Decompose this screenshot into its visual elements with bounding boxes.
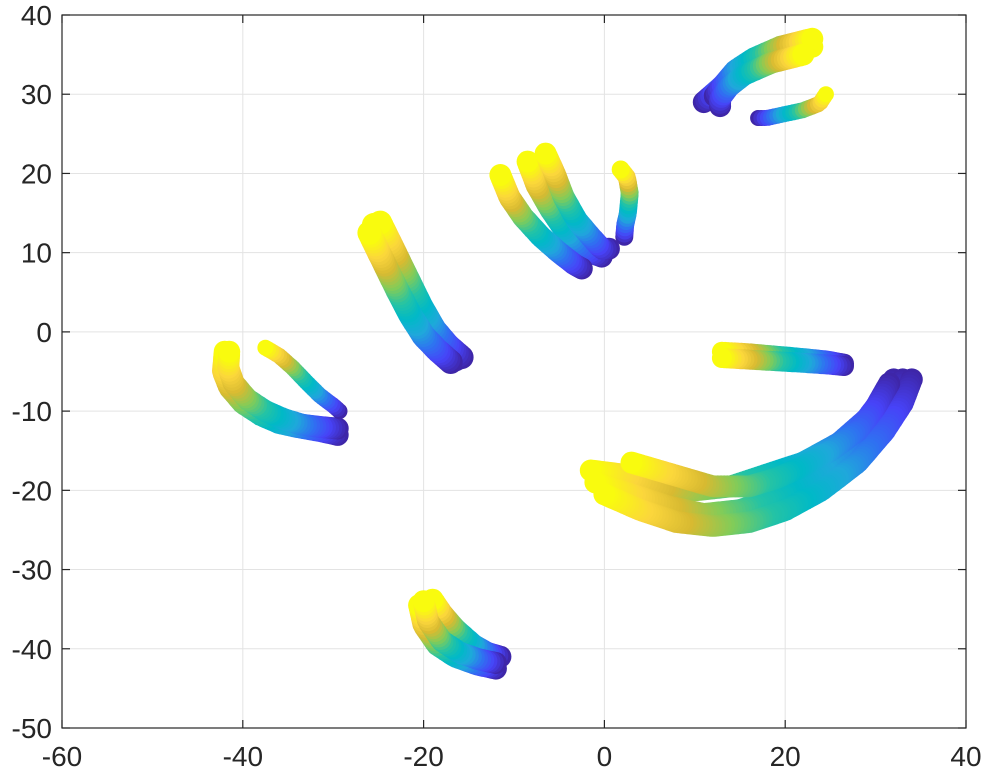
cluster-3 [489, 142, 620, 280]
y-tick-label: 0 [36, 317, 52, 348]
data-point [489, 164, 512, 186]
data-point [711, 348, 732, 368]
x-axis-ticks: -60 -40 -20 0 20 40 [42, 15, 982, 772]
y-tick-label: -50 [12, 713, 52, 744]
cluster-6 [750, 86, 834, 126]
y-tick-label: -20 [12, 475, 52, 506]
y-tick-label: 20 [21, 158, 52, 189]
plot-area [212, 27, 923, 680]
x-tick-label: -40 [223, 741, 263, 772]
y-tick-label: -10 [12, 396, 52, 427]
cluster-5 [692, 27, 824, 118]
y-tick-label: -30 [12, 555, 52, 586]
data-point [792, 43, 815, 66]
data-point [534, 142, 557, 165]
y-tick-label: 30 [21, 79, 52, 110]
data-point [593, 483, 616, 506]
data-point [620, 451, 643, 474]
cluster-4 [611, 160, 639, 246]
data-point [611, 160, 630, 179]
data-point [817, 86, 834, 103]
data-point [516, 150, 539, 173]
x-tick-label: -60 [42, 741, 82, 772]
data-point [257, 339, 274, 356]
cluster-1 [257, 339, 348, 420]
cluster-2 [357, 210, 474, 374]
cluster-0 [212, 340, 349, 446]
x-tick-label: 40 [950, 741, 981, 772]
data-point [357, 220, 382, 245]
y-axis-ticks: -50 -40 -30 -20 -10 0 10 20 30 40 [12, 0, 966, 744]
y-tick-label: 10 [21, 238, 52, 269]
y-tick-label: 40 [21, 0, 52, 31]
axes-frame [61, 14, 967, 729]
cluster-7 [711, 341, 854, 376]
x-tick-label: -20 [403, 741, 443, 772]
data-point [412, 590, 435, 613]
x-tick-label: 0 [597, 741, 613, 772]
y-tick-label: -40 [12, 634, 52, 665]
axes-box [61, 14, 967, 729]
cluster-8 [579, 368, 923, 537]
x-tick-label: 20 [770, 741, 801, 772]
data-point [218, 340, 241, 363]
cluster-9 [408, 588, 512, 680]
